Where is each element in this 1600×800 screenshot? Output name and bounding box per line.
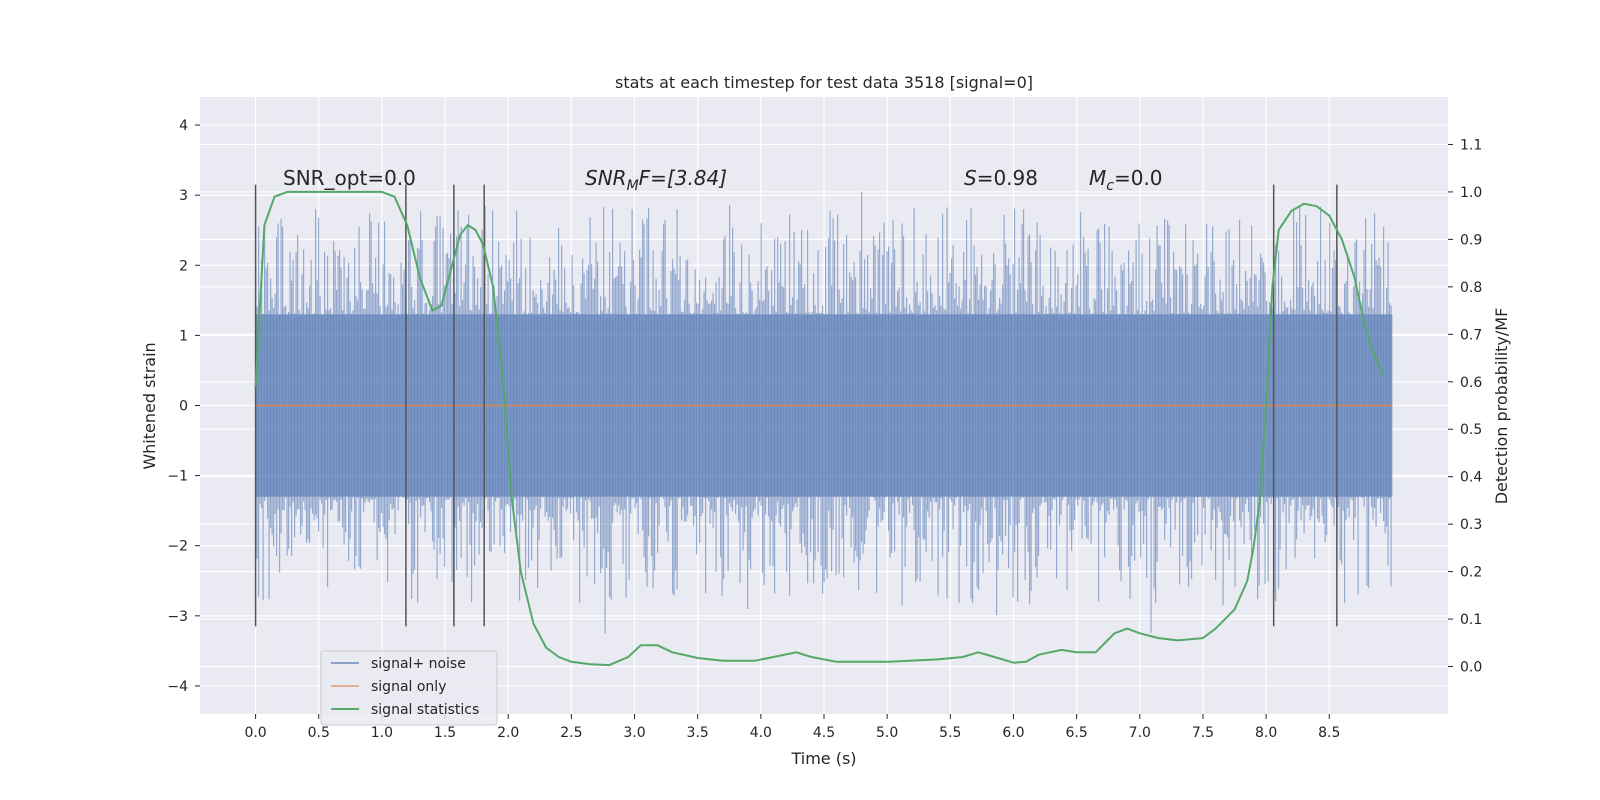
y2-tick-label: 1.0: [1460, 185, 1482, 201]
x-tick-label: 0.5: [308, 725, 330, 741]
x-tick-label: 3.5: [687, 725, 709, 741]
marker-lines: [254, 184, 1338, 627]
annotation-mc-symbol: M: [1089, 166, 1106, 190]
x-tick-label: 4.5: [813, 725, 835, 741]
legend-label-signal-noise: signal+ noise: [371, 656, 466, 672]
x-tick-label: 2.0: [497, 725, 519, 741]
y2-axis-ticks: 1.1 1.0 0.9 0.8 0.7 0.6 0.5 0.4 0.3 0.2 0.1 0.0: [1448, 137, 1482, 676]
signal-statistics-line: [254, 190, 1385, 667]
annotation-mc: Mc=0.0: [1089, 166, 1163, 194]
x-tick-label: 7.5: [1192, 725, 1214, 741]
y-tick-label: 4: [179, 118, 188, 134]
y-tick-label: 1: [179, 328, 188, 344]
annotation-snr-opt: SNR_opt=0.0: [283, 166, 416, 190]
x-tick-label: 5.0: [876, 725, 898, 741]
y-tick-label: −3: [167, 609, 188, 625]
y2-tick-label: 0.0: [1460, 660, 1482, 676]
legend-box: [320, 650, 498, 726]
y-tick-label: 3: [179, 188, 188, 204]
y2-tick-label: 1.1: [1460, 137, 1482, 153]
y-tick-label: 0: [179, 399, 188, 415]
y-axis-ticks: 4 3 2 1 0 −1 −2 −3 −4: [167, 118, 200, 695]
x-tick-label: 0.0: [244, 725, 266, 741]
y2-tick-label: 0.1: [1460, 612, 1482, 628]
y2-axis-label: Detection probability/MF: [1492, 308, 1511, 505]
x-tick-label: 2.5: [560, 725, 582, 741]
x-tick-label: 7.0: [1129, 725, 1151, 741]
x-tick-label: 5.5: [939, 725, 961, 741]
x-tick-label: 4.0: [750, 725, 772, 741]
y2-tick-label: 0.7: [1460, 327, 1482, 343]
x-axis-ticks: 0.0 0.5 1.0 1.5 2.0 2.5 3.0 3.5 4.0 4.5 5.0 5.5 6.0 6…: [244, 714, 1340, 741]
y-tick-label: 2: [179, 258, 188, 274]
signal-statistics-series: [254, 190, 1385, 667]
y2-tick-label: 0.3: [1460, 517, 1482, 533]
annotation-s: S=0.98: [964, 166, 1038, 190]
y-tick-label: −4: [167, 679, 188, 695]
legend-label-signal-only: signal only: [371, 679, 446, 695]
annotation-snr-mf: SNRMF=[3.84]: [585, 166, 727, 194]
y2-tick-label: 0.9: [1460, 232, 1482, 248]
x-tick-label: 8.5: [1318, 725, 1340, 741]
annotation-snr-mf-rest-f: F=[3.84]: [639, 166, 727, 190]
y-tick-label: −1: [167, 469, 188, 485]
x-tick-label: 8.0: [1255, 725, 1277, 741]
y2-tick-label: 0.5: [1460, 422, 1482, 438]
y-tick-label: −2: [167, 539, 188, 555]
annotation-snr-mf-main: SNR: [585, 166, 627, 190]
y2-tick-label: 0.2: [1460, 565, 1482, 581]
x-tick-label: 1.5: [434, 725, 456, 741]
annotation-s-symbol: S: [964, 166, 977, 190]
x-tick-label: 6.0: [1002, 725, 1024, 741]
y2-tick-label: 0.4: [1460, 470, 1482, 486]
legend: signal+ noise signal only signal statist…: [320, 650, 498, 726]
x-tick-label: 3.0: [623, 725, 645, 741]
y-axis-label: Whitened strain: [140, 342, 159, 469]
y2-tick-label: 0.6: [1460, 375, 1482, 391]
annotation-mc-value: =0.0: [1114, 166, 1163, 190]
x-tick-label: 6.5: [1065, 725, 1087, 741]
y2-tick-label: 0.8: [1460, 280, 1482, 296]
legend-label-signal-statistics: signal statistics: [371, 702, 479, 718]
annotation-snr-mf-sub: M: [627, 178, 639, 194]
annotation-s-value: =0.98: [977, 166, 1038, 190]
x-axis-label: Time (s): [790, 749, 856, 768]
annotation-mc-sub: c: [1106, 178, 1114, 194]
x-tick-label: 1.0: [371, 725, 393, 741]
chart-title: stats at each timestep for test data 351…: [615, 73, 1033, 92]
